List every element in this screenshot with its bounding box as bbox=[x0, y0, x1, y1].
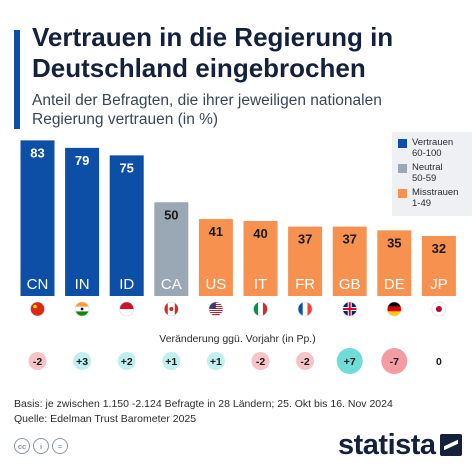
change-bubble-id bbox=[117, 352, 136, 370]
value-label-ca: 50 bbox=[164, 207, 178, 222]
footer-source: Quelle: Edelman Trust Barometer 2025 bbox=[14, 413, 197, 425]
bar-cn bbox=[20, 140, 55, 296]
chart-title: Vertrauen in die Regierung in Deutschlan… bbox=[32, 22, 394, 83]
legend-label-distrust: Misstrauen bbox=[412, 187, 459, 198]
italy-flag-icon bbox=[253, 301, 268, 317]
bar-chart: 83 CN -2 79 IN +3 75 ID +2 50 CA +1 41 US +1 40 IT -2 37 FR… bbox=[20, 140, 456, 374]
category-label-de: DE bbox=[384, 276, 405, 293]
legend-range-neutral: 50-59 bbox=[412, 173, 437, 184]
change-bubble-cn bbox=[28, 352, 47, 370]
change-bubble-it bbox=[251, 352, 270, 370]
legend-item-distrust: Misstrauen 1-49 bbox=[398, 187, 468, 209]
change-value-id: +2 bbox=[121, 356, 133, 368]
category-label-in: IN bbox=[75, 276, 90, 293]
category-label-cn: CN bbox=[27, 276, 49, 293]
indonesia-flag-icon bbox=[119, 301, 134, 317]
bar-us bbox=[198, 219, 233, 296]
bar-de bbox=[377, 230, 412, 296]
change-value-us: +1 bbox=[210, 356, 222, 368]
change-value-cn: -2 bbox=[33, 356, 42, 368]
china-flag-icon bbox=[30, 301, 45, 317]
cc-icon: cc bbox=[14, 438, 30, 454]
category-label-us: US bbox=[205, 276, 226, 293]
bar-ca bbox=[154, 202, 189, 296]
legend-swatch-trust bbox=[398, 139, 407, 148]
value-label-us: 41 bbox=[209, 224, 223, 239]
japan-flag-icon bbox=[431, 301, 447, 317]
bar-jp bbox=[421, 236, 456, 296]
germany-flag-icon bbox=[386, 301, 402, 317]
value-label-it: 40 bbox=[253, 226, 267, 241]
change-bubble-gb bbox=[336, 348, 363, 374]
change-value-gb: +7 bbox=[344, 356, 356, 368]
change-caption: Veränderung ggü. Vorjahr (in Pp.) bbox=[159, 333, 316, 345]
legend-item-trust: Vertrauen 60-100 bbox=[398, 137, 468, 159]
chart-subtitle: Anteil der Befragten, die ihrer jeweilig… bbox=[32, 92, 382, 128]
category-label-fr: FR bbox=[295, 276, 315, 293]
footer-basis: Basis: je zwischen 1.150 -2.124 Befragte… bbox=[14, 398, 393, 410]
change-bubble-ca bbox=[162, 352, 181, 370]
legend-range-distrust: 1-49 bbox=[412, 198, 432, 209]
category-label-gb: GB bbox=[339, 276, 361, 293]
bar-fr bbox=[288, 226, 323, 296]
legend: Vertrauen 60-100 Neutral 50-59 Misstraue… bbox=[392, 132, 472, 216]
change-value-in: +3 bbox=[76, 356, 88, 368]
legend-range-trust: 60-100 bbox=[412, 148, 442, 159]
legend-swatch-neutral bbox=[398, 164, 407, 173]
value-label-fr: 37 bbox=[298, 232, 312, 247]
change-value-jp: 0 bbox=[436, 356, 442, 368]
category-label-ca: CA bbox=[161, 276, 182, 293]
uk-flag-icon bbox=[342, 301, 358, 317]
change-bubble-in bbox=[73, 352, 92, 370]
category-label-id: ID bbox=[119, 276, 134, 293]
legend-swatch-distrust bbox=[398, 189, 407, 198]
value-label-de: 35 bbox=[387, 235, 401, 250]
change-value-it: -2 bbox=[256, 356, 265, 368]
by-icon: i bbox=[33, 438, 49, 454]
license-icons: cc i = bbox=[14, 438, 68, 454]
value-label-id: 75 bbox=[119, 160, 133, 175]
statista-mark-icon bbox=[440, 434, 462, 456]
legend-label-neutral: Neutral bbox=[412, 162, 443, 173]
category-label-jp: JP bbox=[430, 276, 448, 293]
change-bubble-de bbox=[381, 348, 408, 374]
bar-id bbox=[109, 155, 144, 296]
bar-it bbox=[243, 221, 278, 296]
value-label-gb: 37 bbox=[342, 232, 356, 247]
footer: Basis: je zwischen 1.150 -2.124 Befragte… bbox=[14, 397, 393, 427]
change-bubble-fr bbox=[296, 352, 315, 370]
legend-label-trust: Vertrauen bbox=[412, 137, 454, 148]
france-flag-icon bbox=[297, 301, 313, 317]
legend-item-neutral: Neutral 50-59 bbox=[398, 162, 468, 184]
usa-flag-icon bbox=[208, 301, 224, 317]
nd-icon: = bbox=[52, 438, 68, 454]
value-label-cn: 83 bbox=[30, 145, 44, 160]
title-accent-bar bbox=[14, 30, 20, 129]
bar-in bbox=[65, 147, 100, 296]
value-label-jp: 32 bbox=[432, 241, 446, 256]
value-label-in: 79 bbox=[75, 153, 89, 168]
brand-logo: statista bbox=[338, 429, 436, 461]
change-value-de: -7 bbox=[390, 356, 399, 368]
change-value-fr: -2 bbox=[300, 356, 309, 368]
bar-gb bbox=[332, 226, 367, 296]
category-label-it: IT bbox=[254, 276, 267, 293]
canada-flag-icon bbox=[164, 301, 179, 317]
india-flag-icon bbox=[74, 301, 90, 317]
change-value-ca: +1 bbox=[165, 356, 177, 368]
change-bubble-us bbox=[206, 352, 225, 370]
